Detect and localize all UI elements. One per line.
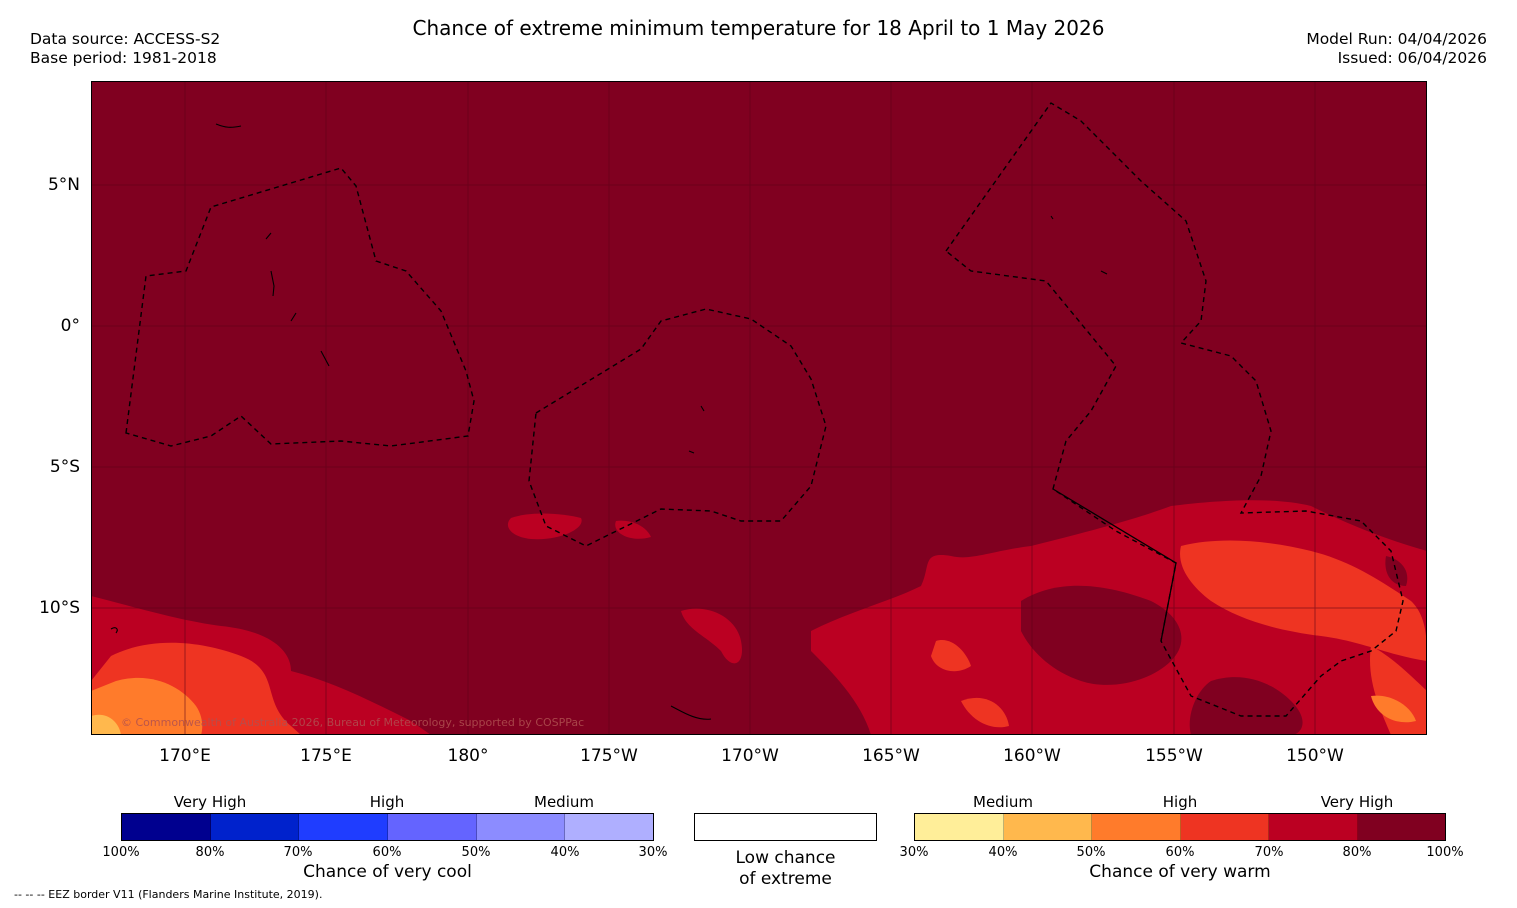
map-frame <box>91 81 1427 735</box>
cool-swatch-5 <box>565 814 654 840</box>
cool-tick: 40% <box>550 845 580 860</box>
warm-tick: 70% <box>1254 845 1284 860</box>
warm-tick: 80% <box>1342 845 1372 860</box>
eez-borders <box>125 102 1404 717</box>
lat-label-5n: 5°N <box>47 175 80 195</box>
lat-label-10s: 10°S <box>39 598 80 618</box>
lon-label: 170°E <box>159 746 211 766</box>
graticule <box>91 81 1427 735</box>
warm-blob <box>681 608 742 664</box>
southeast-warm-region <box>811 500 1427 735</box>
eez-footnote: -- -- -- EEZ border V11 (Flanders Marine… <box>14 888 323 901</box>
warm-category-medium: Medium <box>973 793 1033 811</box>
cool-swatch-2 <box>299 814 389 840</box>
cool-tick: 50% <box>461 845 491 860</box>
lon-label: 170°W <box>721 746 779 766</box>
warm-swatch-4 <box>1269 814 1358 840</box>
warm-category-high: High <box>1162 793 1198 811</box>
low-chance-swatch <box>694 813 877 841</box>
lat-label-5s: 5°S <box>49 457 80 477</box>
map-title: Chance of extreme minimum temperature fo… <box>412 16 1105 40</box>
warm-swatch-3 <box>1180 814 1269 840</box>
copyright-notice: © Commonwealth of Australia 2026, Bureau… <box>121 716 585 729</box>
warm-tick: 60% <box>1165 845 1195 860</box>
cool-swatch-1 <box>210 814 300 840</box>
warm-blob <box>615 520 651 539</box>
warm-category-very-high: Very High <box>1320 793 1394 811</box>
cool-legend-title: Chance of very cool <box>303 862 472 882</box>
lon-label: 155°W <box>1145 746 1203 766</box>
warm-legend-title: Chance of very warm <box>1089 862 1271 882</box>
warm-tick: 40% <box>988 845 1018 860</box>
warm-tick: 30% <box>899 845 929 860</box>
cool-swatch-0 <box>122 814 211 840</box>
cool-swatch-3 <box>388 814 477 840</box>
lon-label: 150°W <box>1286 746 1344 766</box>
low-chance-line1: Low chance <box>735 848 836 868</box>
warm-swatch-1 <box>1003 814 1092 840</box>
warm-blob <box>507 513 582 540</box>
cool-swatch-4 <box>476 814 566 840</box>
data-source: Data source: ACCESS-S2 <box>30 30 221 48</box>
warm-swatch-2 <box>1092 814 1181 840</box>
model-run: Model Run: 04/04/2026 <box>1306 30 1487 48</box>
low-chance-line2: of extreme <box>739 869 832 889</box>
eez-solid-boundary <box>1052 488 1177 642</box>
lon-label: 160°W <box>1003 746 1061 766</box>
issued-date: Issued: 06/04/2026 <box>1337 49 1487 67</box>
cool-tick: 80% <box>195 845 225 860</box>
probability-map <box>91 81 1427 735</box>
eez-kiribati-line <box>945 102 1404 717</box>
cool-tick: 60% <box>372 845 402 860</box>
eez-kiribati-phoenix <box>528 308 827 547</box>
cool-category-very-high: Very High <box>173 793 247 811</box>
warm-swatch-0 <box>915 814 1004 840</box>
warm-colorbar <box>914 813 1446 841</box>
base-period: Base period: 1981-2018 <box>30 49 217 67</box>
low-chance-label: Low chance of extreme <box>694 848 877 890</box>
source-info: Data source: ACCESS-S2 Base period: 1981… <box>30 30 220 68</box>
warm-tick: 100% <box>1426 845 1464 860</box>
lon-label: 175°E <box>300 746 352 766</box>
cool-tick: 100% <box>102 845 140 860</box>
southwest-warm-region <box>91 596 431 735</box>
cool-colorbar <box>121 813 654 841</box>
lon-label: 165°W <box>862 746 920 766</box>
cool-tick: 30% <box>638 845 668 860</box>
cool-category-high: High <box>369 793 405 811</box>
lon-label: 180° <box>447 746 489 766</box>
lat-label-0: 0° <box>60 316 80 336</box>
warm-tick: 50% <box>1076 845 1106 860</box>
cool-category-medium: Medium <box>534 793 594 811</box>
warm-swatch-5 <box>1357 814 1445 840</box>
run-info: Model Run: 04/04/2026 Issued: 06/04/2026 <box>1306 30 1487 68</box>
cool-tick: 70% <box>283 845 313 860</box>
lon-label: 175°W <box>580 746 638 766</box>
islands <box>110 123 1108 720</box>
